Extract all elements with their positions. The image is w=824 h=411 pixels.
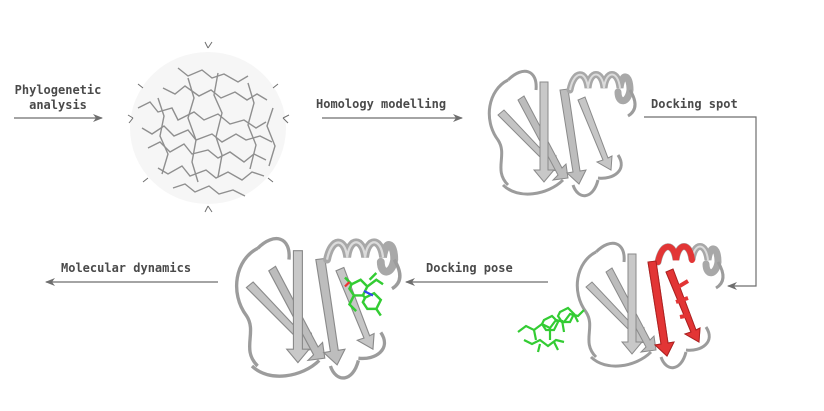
protein-ligand-complex-icon (237, 239, 400, 378)
label-molecular-dynamics: Molecular dynamics (61, 261, 192, 275)
label-docking-pose: Docking pose (426, 261, 513, 275)
label-phylogenetic-line1: Phylogenetic (14, 83, 102, 97)
protein-docking-spot-icon (577, 243, 723, 367)
arrow-model-to-docking-spot (644, 116, 757, 290)
label-phylogenetic-line2: analysis (29, 98, 87, 112)
protein-cartoon-icon (489, 71, 635, 195)
label-docking-spot: Docking spot (651, 97, 738, 111)
ligand-molecule-icon (517, 306, 585, 353)
label-homology-modelling: Homology modelling (316, 97, 447, 111)
sticks-structure-icon (127, 41, 290, 213)
label-phylogenetic-analysis: Phylogenetic analysis (8, 83, 108, 113)
